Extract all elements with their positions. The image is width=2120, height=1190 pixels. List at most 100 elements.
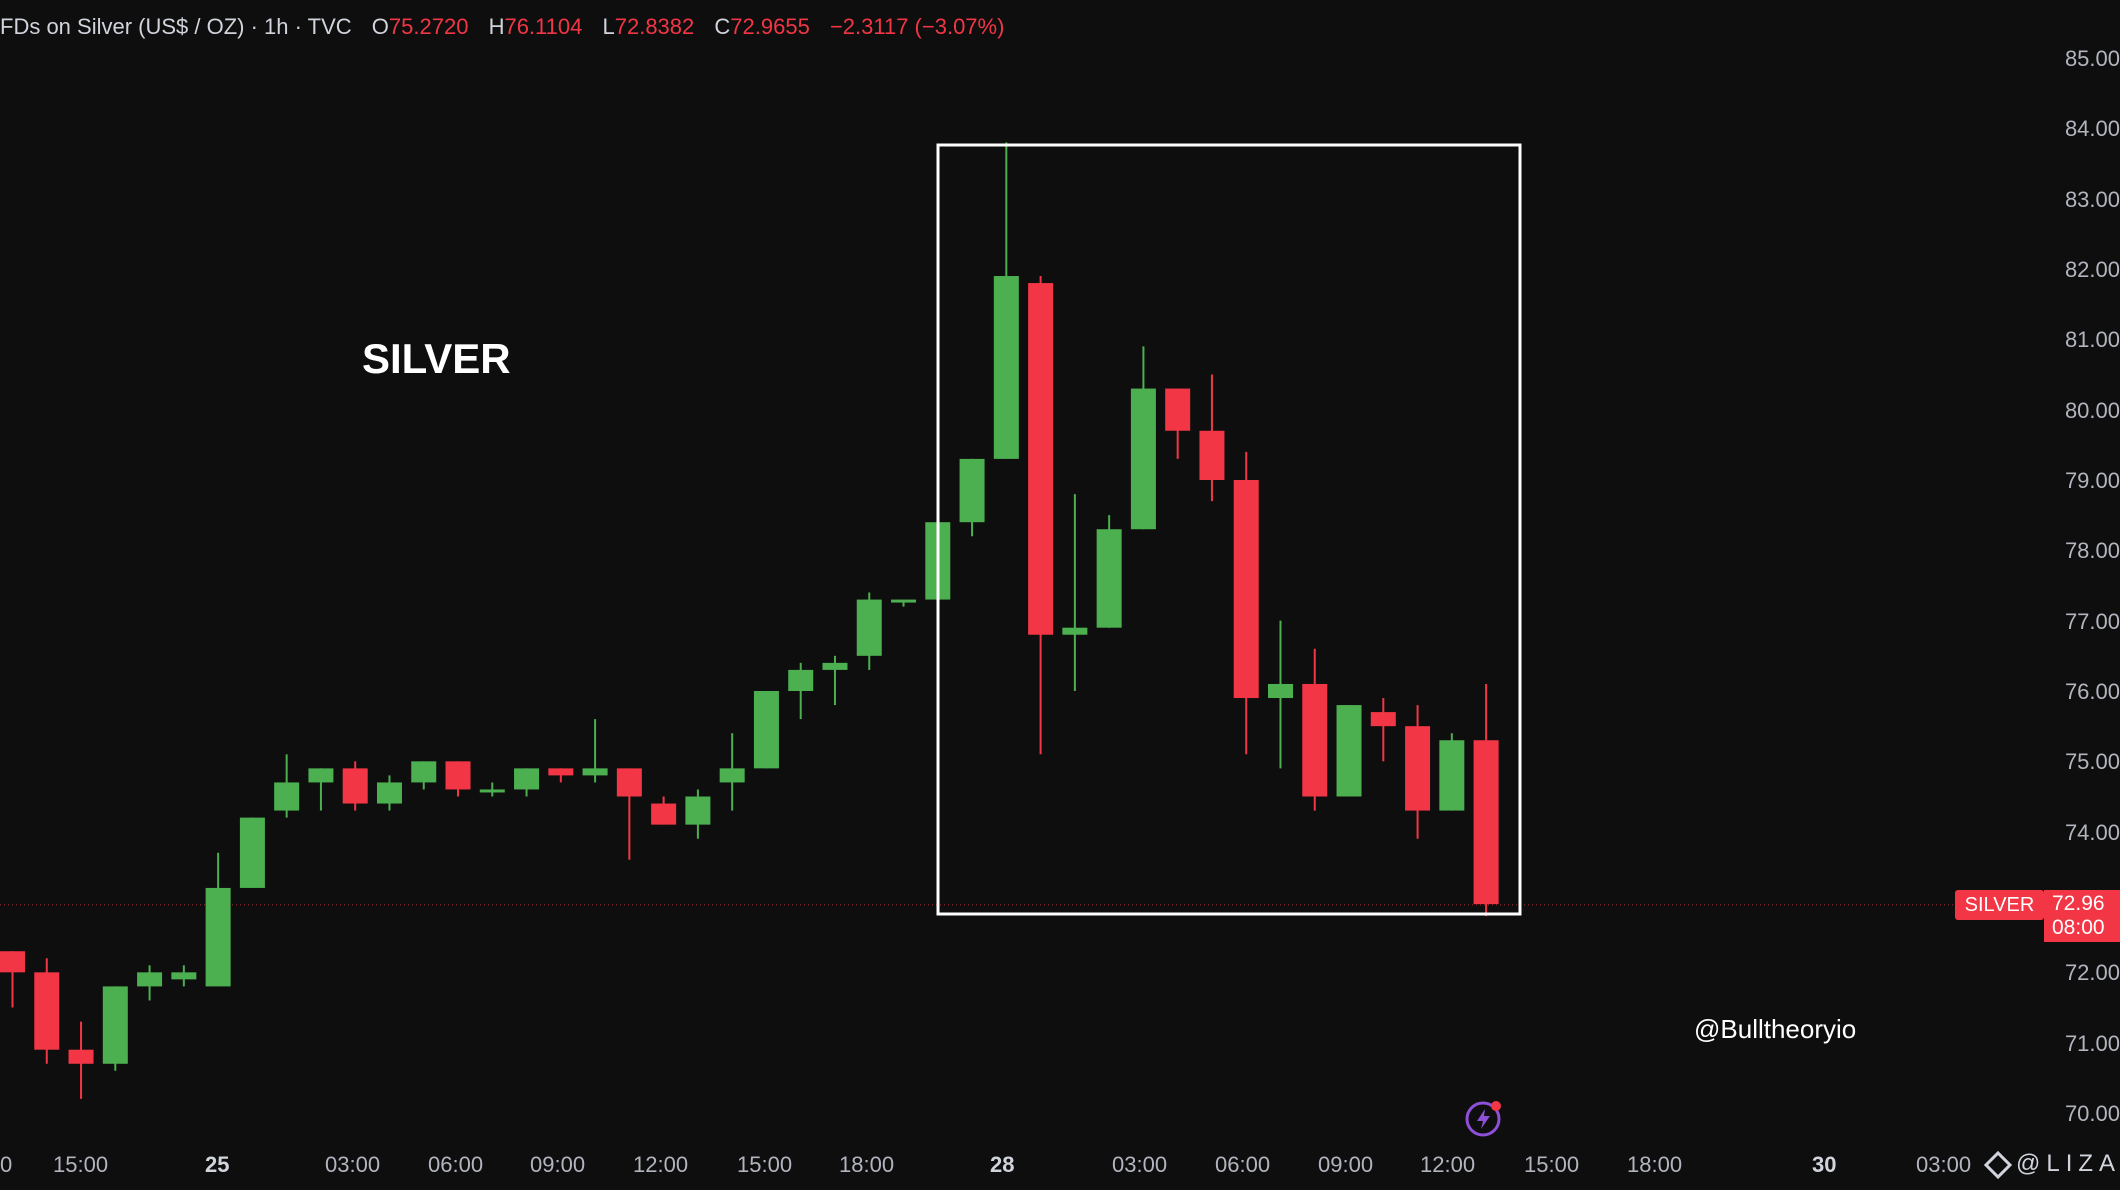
candle-body [0, 951, 25, 973]
candle-body [1267, 683, 1293, 699]
candle[interactable] [856, 592, 882, 670]
time-axis-label: 0 [0, 1152, 13, 1177]
candle-body [822, 662, 848, 670]
candle-body [239, 817, 265, 888]
candle[interactable] [274, 754, 300, 818]
candle[interactable] [1199, 374, 1225, 502]
candle[interactable] [1130, 346, 1156, 530]
candle[interactable] [102, 986, 128, 1071]
candle[interactable] [1473, 683, 1499, 917]
candle[interactable] [1233, 451, 1259, 755]
symbol-title[interactable]: FDs on Silver (US$ / OZ) · 1h · TVC [0, 14, 352, 39]
candle[interactable] [1439, 733, 1465, 811]
symbol-header: FDs on Silver (US$ / OZ) · 1h · TVC O75.… [0, 14, 1004, 40]
candle-body [205, 887, 231, 987]
candle[interactable] [445, 761, 471, 797]
candle-body [1302, 683, 1328, 797]
price-axis-label: 70.00 [2064, 1101, 2120, 1126]
candle[interactable] [137, 965, 163, 1001]
candle[interactable] [239, 817, 265, 888]
high-label: H [488, 14, 505, 39]
last-price-symbol-tag: SILVER [1955, 890, 2044, 920]
candle[interactable] [1370, 698, 1396, 762]
candle-body [856, 599, 882, 656]
candle[interactable] [1336, 705, 1362, 797]
candle[interactable] [1302, 648, 1328, 811]
time-axis-label: 09:00 [1318, 1152, 1374, 1177]
candle[interactable] [68, 1021, 94, 1099]
low-label: L [602, 14, 615, 39]
candle[interactable] [1405, 705, 1431, 839]
candle[interactable] [1096, 515, 1122, 628]
price-axis-label: 77.00 [2064, 608, 2120, 634]
time-axis-label: 30 [1812, 1152, 1837, 1177]
price-axis-label: 71.00 [2064, 1030, 2120, 1056]
candle[interactable] [376, 775, 402, 811]
candle-body [1096, 529, 1122, 628]
candle[interactable] [342, 761, 368, 811]
price-axis-label: 75.00 [2064, 749, 2120, 775]
price-axis-label: 78.00 [2064, 538, 2120, 564]
candle[interactable] [1028, 276, 1054, 755]
candle[interactable] [651, 796, 677, 825]
open-value: 75.2720 [388, 14, 469, 39]
candle[interactable] [479, 782, 505, 797]
candle[interactable] [616, 768, 642, 860]
candle-body [479, 789, 505, 793]
time-axis-label: 15:00 [1524, 1152, 1580, 1177]
candle[interactable] [1062, 494, 1088, 691]
candle-body [514, 768, 540, 790]
candle[interactable] [993, 142, 1019, 459]
price-axis-label: 82.00 [2064, 257, 2120, 282]
candle-body [342, 768, 368, 804]
candle[interactable] [548, 768, 574, 783]
bolt-icon[interactable] [1464, 1098, 1504, 1138]
candle-body [1165, 388, 1191, 431]
candle[interactable] [308, 768, 334, 811]
highlight-box[interactable] [936, 143, 1522, 916]
candle-body [582, 768, 608, 776]
candle-body [411, 761, 437, 783]
price-axis-label: 79.00 [2064, 468, 2120, 493]
candle[interactable] [205, 852, 231, 987]
brand-text: @LIZA [2016, 1150, 2120, 1177]
price-axis-label: 76.00 [2064, 679, 2120, 704]
candle[interactable] [959, 458, 985, 537]
candle-body [1439, 740, 1465, 811]
candle[interactable] [891, 599, 917, 607]
price-axis-label: 81.00 [2064, 327, 2120, 353]
candle-body [1233, 480, 1259, 699]
candle[interactable] [34, 958, 60, 1064]
time-axis-label: 03:00 [325, 1152, 381, 1177]
candle-body [137, 972, 163, 987]
candle[interactable] [1165, 388, 1191, 459]
candle[interactable] [753, 691, 779, 769]
bar-countdown: 08:00 [2052, 916, 2105, 939]
candle[interactable] [822, 655, 848, 706]
candle-body [1473, 740, 1499, 905]
close-label: C [714, 14, 731, 39]
candle[interactable] [1267, 620, 1293, 769]
candle[interactable] [411, 761, 437, 790]
diamond-icon [1983, 1150, 2013, 1179]
candle[interactable] [685, 789, 711, 839]
candle-body [1405, 726, 1431, 811]
candle-body [651, 803, 677, 825]
candle-body [993, 276, 1019, 459]
candle-body [445, 761, 471, 790]
close-value: 72.9655 [730, 14, 810, 39]
candle-body [719, 768, 745, 783]
candle[interactable] [582, 719, 608, 783]
last-price-tag: 72.96 08:00 [2044, 890, 2120, 942]
candle[interactable] [788, 662, 814, 720]
candle[interactable] [514, 768, 540, 797]
time-axis-label: 06:00 [1215, 1152, 1271, 1177]
high-value: 76.1104 [504, 14, 583, 39]
candle[interactable] [171, 965, 197, 987]
candle[interactable] [719, 733, 745, 811]
candle-body [171, 972, 197, 980]
candle[interactable] [0, 951, 25, 1008]
time-axis-label: 25 [205, 1152, 230, 1177]
